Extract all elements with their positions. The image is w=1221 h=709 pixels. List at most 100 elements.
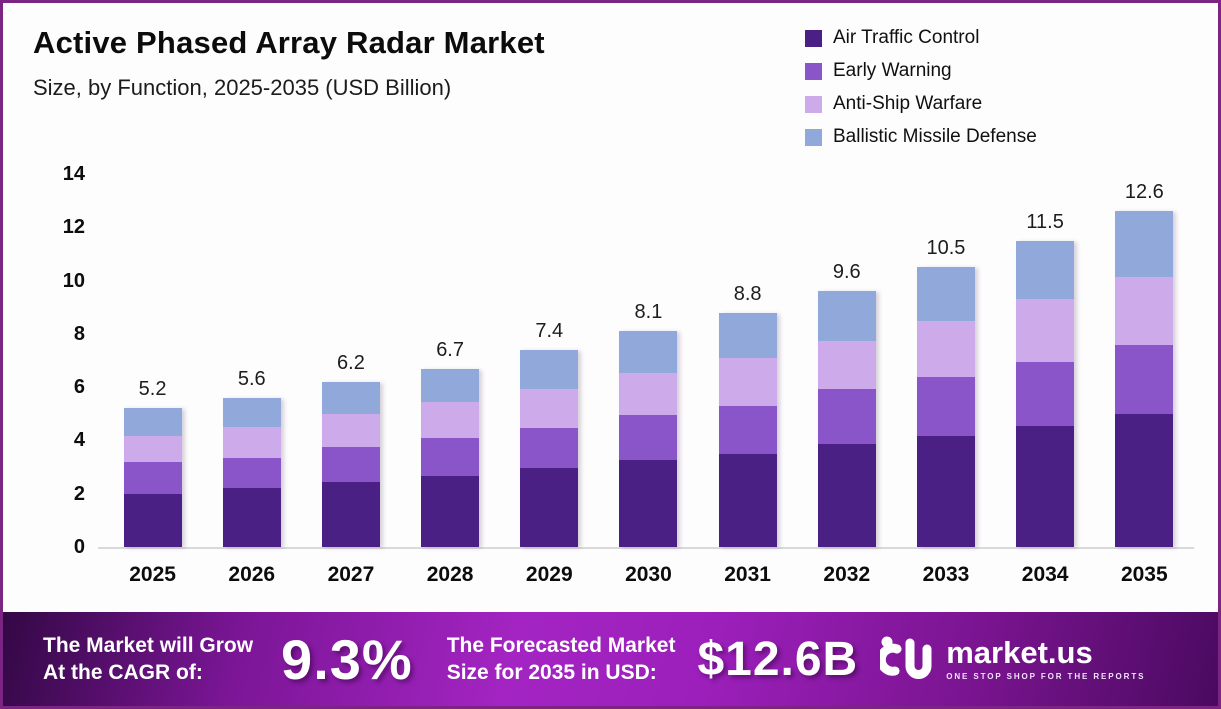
bar-segment-anti-ship-warfare [1115,276,1174,345]
bar-segment-ballistic-missile-defense [619,331,678,373]
bar-group-2025: 5.2 [123,174,182,547]
bar-segment-anti-ship-warfare [123,436,182,462]
bar-total-label: 8.1 [634,301,663,324]
bar-group-2030: 8.1 [619,174,678,547]
x-axis-label-2032: 2032 [823,563,871,586]
x-axis-label-2028: 2028 [426,563,474,586]
bar-segment-anti-ship-warfare [321,413,380,448]
bar-segment-anti-ship-warfare [421,401,480,438]
stacked-bar-2032 [817,291,876,547]
y-axis-label-14: 14 [62,163,85,185]
stacked-bar-2033 [916,267,975,547]
bar-segment-early-warning [619,415,678,461]
bar-segment-air-traffic-control [619,460,678,547]
legend-swatch-icon [805,95,822,113]
chart-legend: Air Traffic Control Early Warning Anti-S… [805,27,1037,159]
bar-segment-early-warning [1016,361,1075,426]
cagr-value: 9.3% [281,627,413,691]
bar-segment-air-traffic-control [321,481,380,547]
bar-segment-ballistic-missile-defense [421,368,480,402]
stacked-bar-2034 [1016,240,1075,547]
y-axis: 0 2 4 6 8 10 12 14 [37,163,85,558]
x-axis-label-2035: 2035 [1120,563,1168,586]
stacked-bar-2035 [1115,211,1174,547]
legend-label: Early Warning [833,60,952,81]
logo-tagline: ONE STOP SHOP FOR THE REPORTS [946,672,1146,681]
y-axis-label-6: 6 [73,376,85,399]
bar-total-label: 11.5 [1026,210,1064,233]
legend-label: Anti-Ship Warfare [833,93,983,114]
bar-total-label: 6.2 [337,351,365,374]
bar-group-2028: 6.7 [421,174,480,547]
x-axis-label-2026: 2026 [228,563,276,586]
plot-area: 5.2 5.6 6.2 6.7 7.4 8.1 8.8 9.6 10.5 11.5 12.6 [103,174,1194,547]
stacked-bar-2025 [123,408,182,547]
stacked-bar-2026 [222,397,281,547]
x-axis-label-2027: 2027 [327,563,375,586]
bar-group-2034: 11.5 [1016,174,1075,547]
x-axis-line [98,547,1194,549]
bar-group-2029: 7.4 [520,174,579,547]
bar-segment-air-traffic-control [1016,425,1075,547]
bar-segment-air-traffic-control [123,493,182,547]
bar-segment-early-warning [718,405,777,454]
bar-total-label: 10.5 [926,237,966,260]
page-title: Active Phased Array Radar Market [33,25,545,60]
bar-segment-early-warning [123,461,182,494]
bar-segment-ballistic-missile-defense [1016,240,1075,300]
legend-item-anti-ship-warfare: Anti-Ship Warfare [805,93,1037,115]
bar-segment-anti-ship-warfare [222,427,281,458]
bar-segment-air-traffic-control [1115,413,1174,547]
x-axis-label-2025: 2025 [129,563,176,586]
marketus-logo-icon [880,636,932,679]
bar-segment-ballistic-missile-defense [1115,211,1174,277]
y-axis-label-4: 4 [73,429,85,452]
bar-segment-anti-ship-warfare [520,388,579,429]
bar-segment-ballistic-missile-defense [222,397,281,428]
bar-segment-air-traffic-control [916,436,975,547]
x-axis-label-2029: 2029 [525,563,573,586]
bar-segment-air-traffic-control [718,453,777,547]
stacked-bar-2028 [421,368,480,547]
bar-segment-anti-ship-warfare [718,357,777,406]
forecast-value: $12.6B [697,632,859,686]
legend-swatch-icon [805,128,822,146]
bar-segment-air-traffic-control [817,444,876,547]
bar-segment-air-traffic-control [421,476,480,547]
bar-segment-ballistic-missile-defense [321,381,380,414]
x-axis-label-2034: 2034 [1021,563,1069,586]
forecast-label-line2: Size for 2035 in USD: [446,661,657,684]
bar-group-2031: 8.8 [718,174,777,547]
bar-total-label: 8.8 [733,282,762,305]
stacked-bar-2030 [619,331,678,547]
x-axis-label-2031: 2031 [724,563,771,586]
legend-swatch-icon [805,29,822,47]
bar-group-2027: 6.2 [321,174,380,547]
bar-segment-early-warning [222,457,281,489]
y-axis-label-0: 0 [73,536,85,558]
y-axis-label-8: 8 [73,322,85,345]
cagr-banner: The Market will Grow At the CAGR of: 9.3… [3,612,1218,706]
bar-segment-early-warning [916,376,975,437]
cagr-label-line1: The Market will Grow [43,633,254,657]
forecast-label: The Forecasted Market Size for 2035 in U… [447,632,676,687]
bar-segment-early-warning [520,428,579,469]
bar-segment-ballistic-missile-defense [817,291,876,341]
bar-segment-ballistic-missile-defense [718,312,777,358]
legend-swatch-icon [805,62,822,80]
page-subtitle: Size, by Function, 2025-2035 (USD Billio… [33,75,452,100]
bar-segment-early-warning [817,388,876,445]
bar-segment-early-warning [321,447,380,482]
bar-total-label: 7.4 [535,319,564,342]
bar-segment-early-warning [421,437,480,477]
x-axis-label-2030: 2030 [625,563,672,586]
y-axis-label-10: 10 [62,269,85,292]
stacked-bar-2031 [718,312,777,547]
bar-segment-ballistic-missile-defense [916,267,975,321]
legend-label: Air Traffic Control [833,27,980,48]
y-axis-label-12: 12 [62,216,85,239]
cagr-label: The Market will Grow At the CAGR of: [43,632,253,687]
bar-group-2026: 5.6 [222,174,281,547]
legend-label: Ballistic Missile Defense [833,126,1037,147]
